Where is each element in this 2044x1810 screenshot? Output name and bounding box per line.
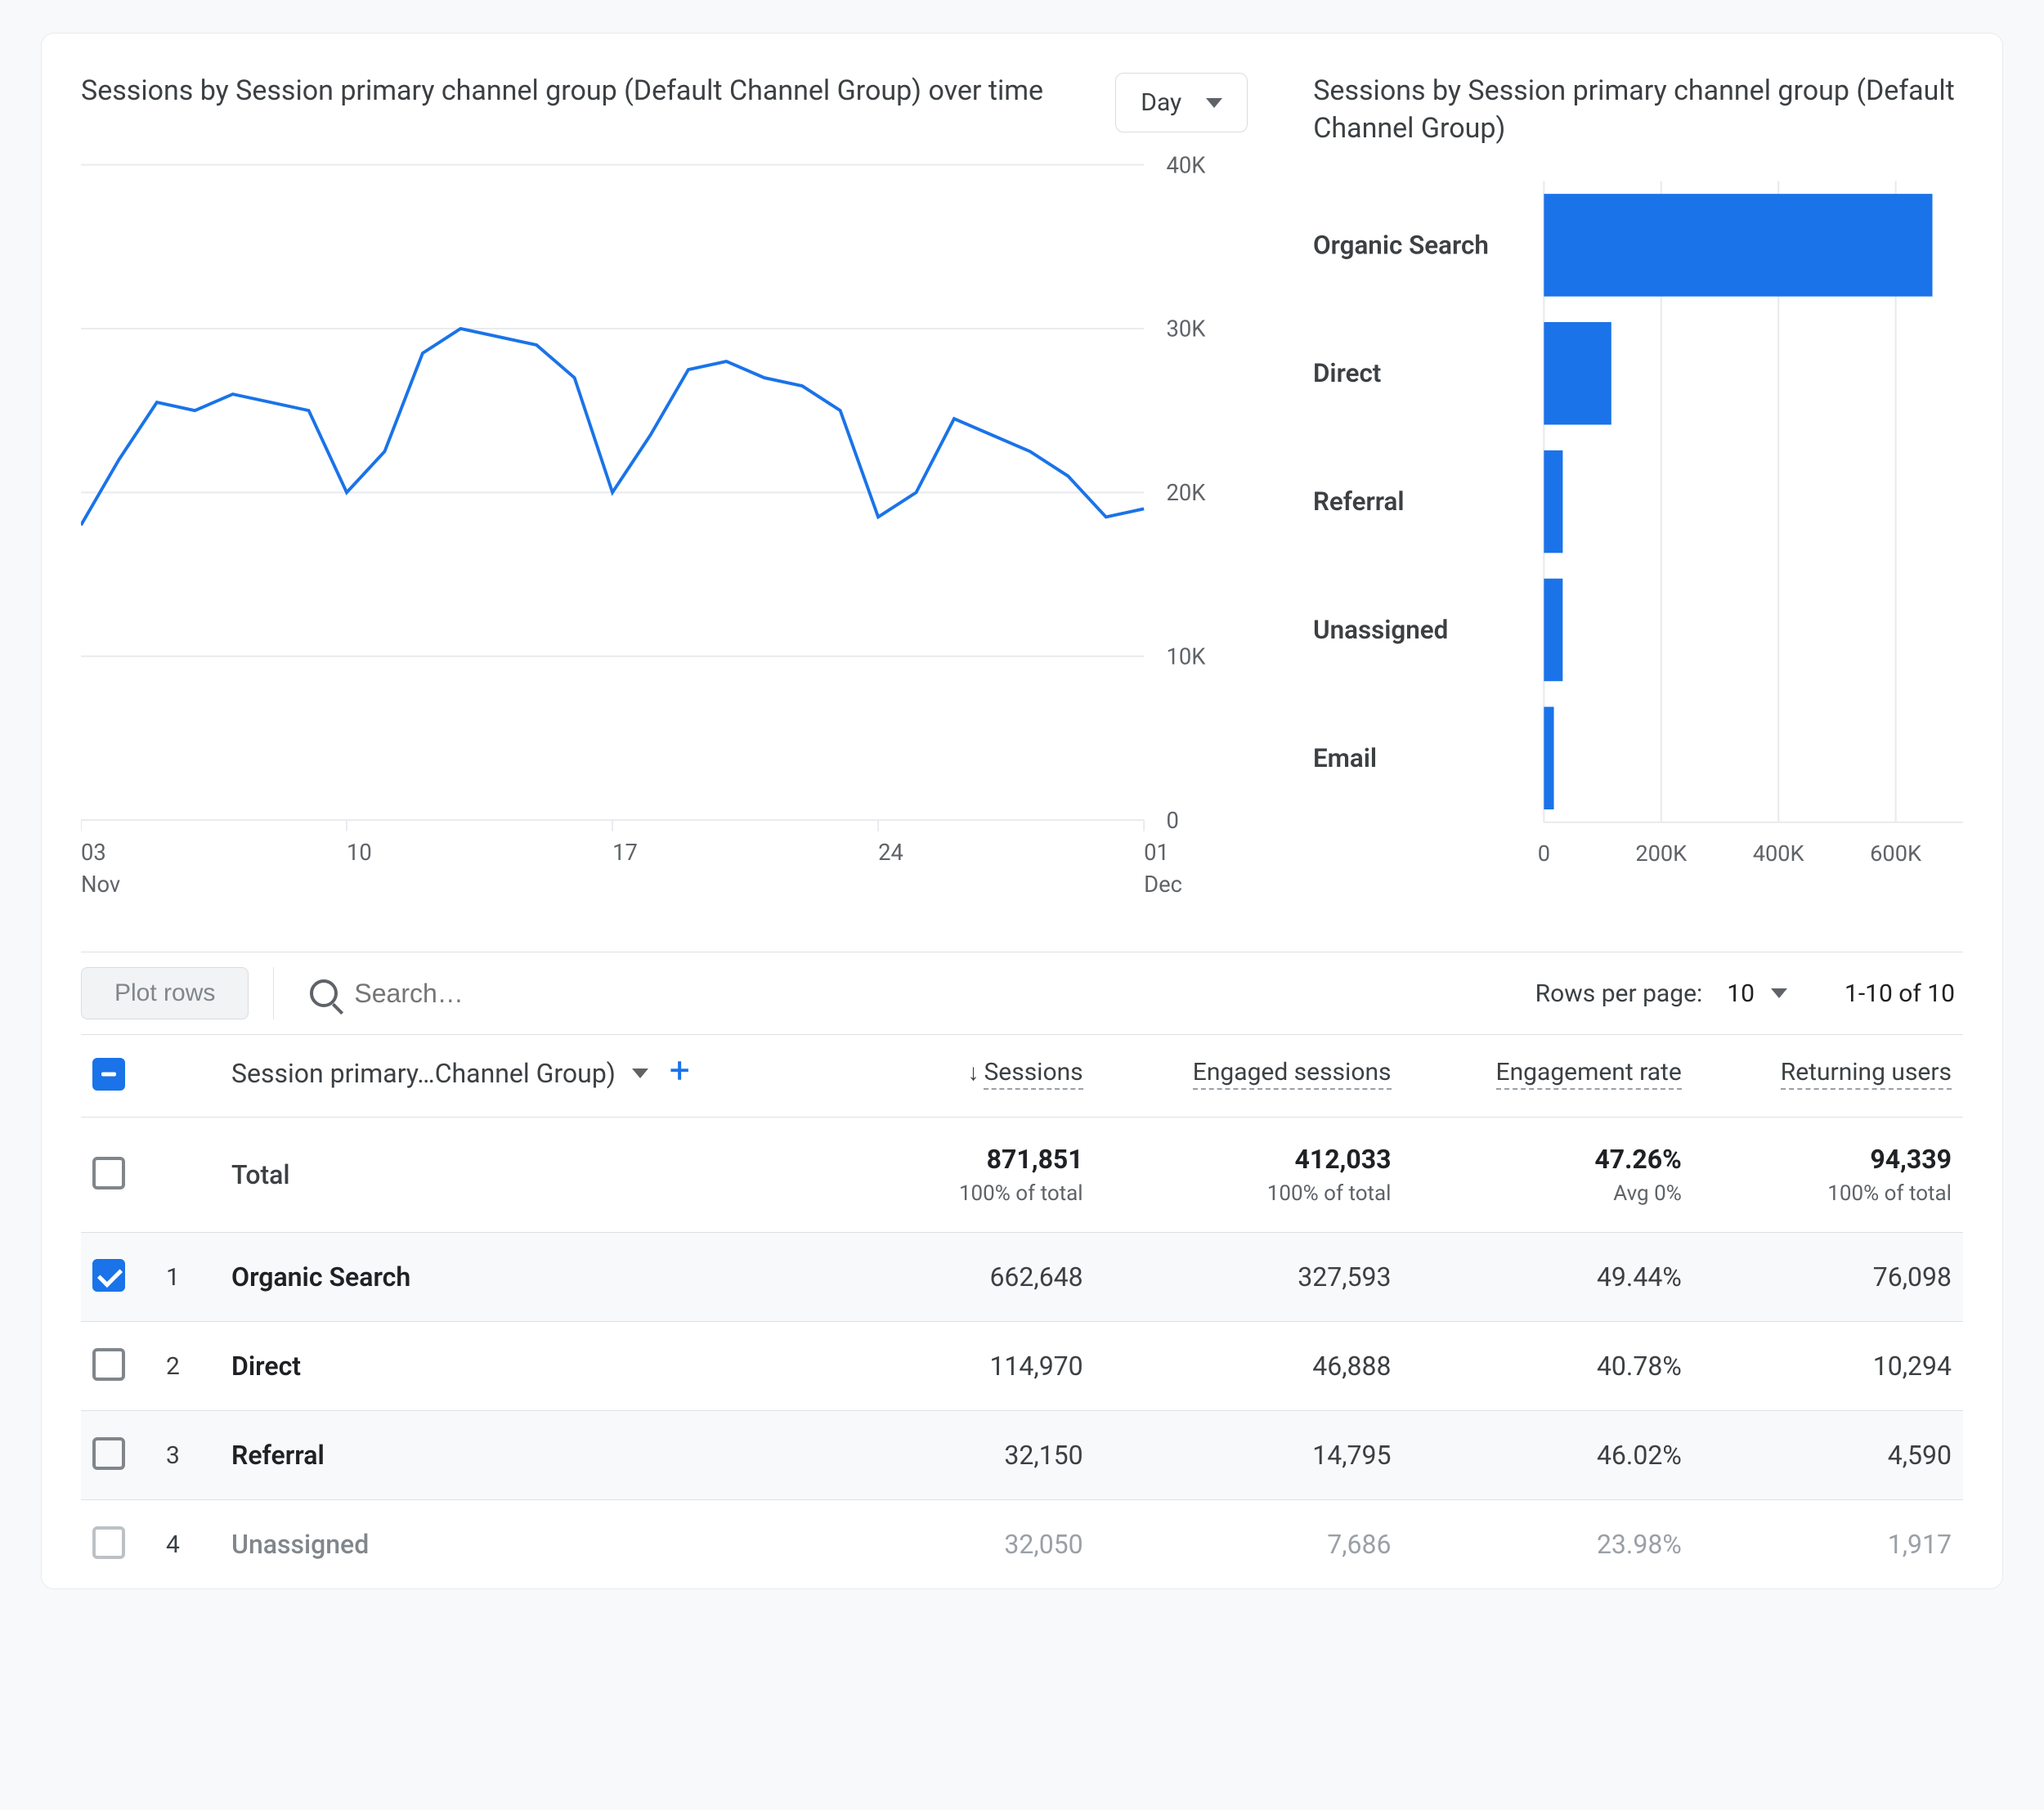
row-metric: 4,590: [1693, 1411, 1963, 1500]
analytics-card: Sessions by Session primary channel grou…: [41, 33, 2003, 1589]
svg-text:Unassigned: Unassigned: [1313, 615, 1448, 645]
line-chart-panel: Sessions by Session primary channel grou…: [81, 73, 1248, 919]
total-sessions: 871,851: [987, 1144, 1083, 1175]
row-index: 2: [155, 1322, 220, 1411]
svg-text:24: 24: [878, 840, 903, 866]
table-header-row: Session primary…Channel Group) + ↓Sessio…: [81, 1035, 1963, 1118]
row-metric: 46.02%: [1403, 1411, 1693, 1500]
page-info: 1-10 of 10: [1845, 979, 1963, 1008]
row-checkbox[interactable]: [92, 1348, 125, 1381]
row-index: 1: [155, 1233, 220, 1322]
chevron-down-icon: [1206, 98, 1222, 108]
rows-per-page-value: 10: [1727, 979, 1755, 1008]
sort-down-icon: ↓: [967, 1059, 979, 1086]
search-icon: [310, 979, 338, 1007]
line-chart: 0 10K 20K 30K 40K 03 Nov 10 17 24 01 Dec: [81, 149, 1248, 919]
svg-text:Dec: Dec: [1144, 871, 1182, 898]
bar-chart: 0 200K 400K 600K Organic Search Direct Referra…: [1313, 172, 1963, 894]
row-metric: 23.98%: [1403, 1500, 1693, 1589]
row-metric: 7,686: [1095, 1500, 1403, 1589]
total-checkbox[interactable]: [92, 1157, 125, 1189]
svg-text:01: 01: [1144, 840, 1169, 866]
charts-row: Sessions by Session primary channel grou…: [81, 73, 1963, 919]
table-row: 4Unassigned32,0507,68623.98%1,917: [81, 1500, 1963, 1589]
svg-text:Email: Email: [1313, 743, 1377, 773]
row-metric: 10,294: [1693, 1322, 1963, 1411]
rows-per-page-select[interactable]: 10: [1727, 979, 1787, 1008]
svg-text:400K: 400K: [1753, 840, 1805, 867]
row-checkbox[interactable]: [92, 1259, 125, 1292]
total-returning-sub: 100% of total: [1705, 1181, 1952, 1206]
total-returning: 94,339: [1870, 1144, 1952, 1175]
chevron-down-icon: [632, 1069, 648, 1078]
svg-text:Organic Search: Organic Search: [1313, 230, 1489, 260]
table-total-row: Total 871,851 100% of total 412,033 100% o…: [81, 1118, 1963, 1233]
svg-text:0: 0: [1167, 808, 1179, 834]
total-sessions-sub: 100% of total: [901, 1181, 1083, 1206]
svg-text:Direct: Direct: [1313, 358, 1381, 388]
row-metric: 49.44%: [1403, 1233, 1693, 1322]
row-metric: 46,888: [1095, 1322, 1403, 1411]
time-grain-select[interactable]: Day: [1115, 73, 1248, 132]
svg-text:10K: 10K: [1167, 644, 1207, 670]
search-input[interactable]: [354, 979, 599, 1009]
row-metric: 32,150: [890, 1411, 1094, 1500]
add-dimension-button[interactable]: +: [652, 1049, 690, 1091]
plot-rows-button[interactable]: Plot rows: [81, 967, 249, 1019]
row-name[interactable]: Unassigned: [220, 1500, 890, 1589]
svg-text:Referral: Referral: [1313, 486, 1404, 517]
svg-text:20K: 20K: [1167, 480, 1207, 506]
row-metric: 14,795: [1095, 1411, 1403, 1500]
row-index: 3: [155, 1411, 220, 1500]
svg-text:600K: 600K: [1870, 840, 1922, 867]
metric-header-engagement-rate[interactable]: Engagement rate: [1403, 1035, 1693, 1118]
line-chart-title: Sessions by Session primary channel grou…: [81, 73, 1091, 110]
chevron-down-icon: [1771, 988, 1787, 998]
time-grain-value: Day: [1141, 88, 1181, 117]
search-wrap: [298, 979, 1510, 1009]
divider: [273, 967, 274, 1019]
select-all-checkbox[interactable]: [92, 1058, 125, 1091]
svg-text:10: 10: [347, 840, 372, 866]
row-metric: 76,098: [1693, 1233, 1963, 1322]
row-checkbox[interactable]: [92, 1437, 125, 1470]
metric-header-sessions[interactable]: ↓Sessions: [890, 1035, 1094, 1118]
metric-header-engaged[interactable]: Engaged sessions: [1095, 1035, 1403, 1118]
row-name[interactable]: Referral: [220, 1411, 890, 1500]
metric-header-returning[interactable]: Returning users: [1693, 1035, 1963, 1118]
svg-text:Nov: Nov: [81, 871, 120, 898]
row-metric: 32,050: [890, 1500, 1094, 1589]
dimension-header[interactable]: Session primary…Channel Group): [231, 1058, 648, 1089]
table-row: 2Direct114,97046,88840.78%10,294: [81, 1322, 1963, 1411]
bar-chart-panel: Sessions by Session primary channel grou…: [1313, 73, 1963, 919]
table-row: 3Referral32,15014,79546.02%4,590: [81, 1411, 1963, 1500]
row-name[interactable]: Organic Search: [220, 1233, 890, 1322]
row-metric: 114,970: [890, 1322, 1094, 1411]
data-table: Session primary…Channel Group) + ↓Sessio…: [81, 1035, 1963, 1588]
row-name[interactable]: Direct: [220, 1322, 890, 1411]
row-metric: 327,593: [1095, 1233, 1403, 1322]
total-engaged: 412,033: [1294, 1144, 1391, 1175]
total-engaged-sub: 100% of total: [1106, 1181, 1392, 1206]
row-checkbox[interactable]: [92, 1526, 125, 1559]
total-label: Total: [231, 1159, 290, 1190]
svg-text:17: 17: [612, 840, 638, 866]
svg-text:30K: 30K: [1167, 316, 1207, 343]
row-metric: 1,917: [1693, 1500, 1963, 1589]
row-metric: 662,648: [890, 1233, 1094, 1322]
svg-text:0: 0: [1538, 840, 1550, 867]
svg-text:03: 03: [81, 840, 106, 866]
row-index: 4: [155, 1500, 220, 1589]
rows-per-page-label: Rows per page:: [1535, 979, 1703, 1008]
total-rate-sub: Avg 0%: [1414, 1181, 1682, 1206]
dimension-header-label: Session primary…Channel Group): [231, 1058, 616, 1089]
svg-text:200K: 200K: [1636, 840, 1688, 867]
bar-chart-title: Sessions by Session primary channel grou…: [1313, 73, 1963, 148]
table-toolbar: Plot rows Rows per page: 10 1-10 of 10: [81, 952, 1963, 1035]
row-metric: 40.78%: [1403, 1322, 1693, 1411]
total-rate: 47.26%: [1594, 1144, 1681, 1175]
svg-text:40K: 40K: [1167, 152, 1207, 178]
table-row: 1Organic Search662,648327,59349.44%76,09…: [81, 1233, 1963, 1322]
